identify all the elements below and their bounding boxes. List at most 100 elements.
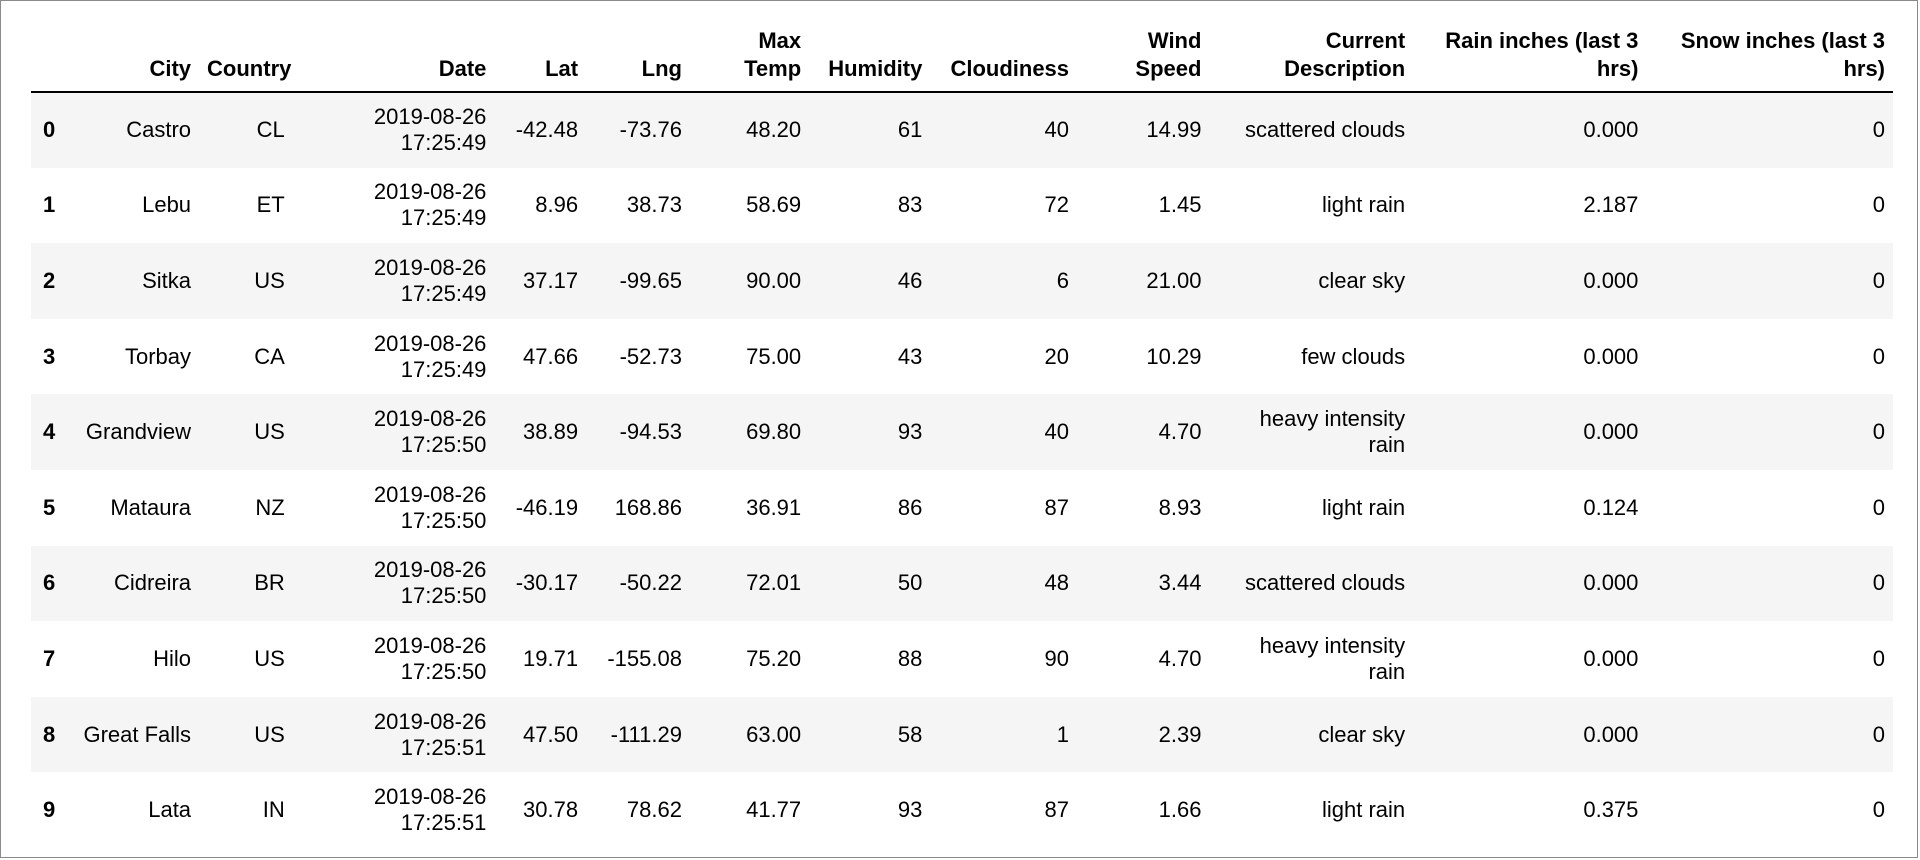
cell-city: Torbay xyxy=(125,343,192,369)
cell-current-description: light rain xyxy=(1322,192,1406,218)
cell-lat: 47.50 xyxy=(523,721,579,747)
cell-lng: -111.29 xyxy=(610,721,682,747)
table-row: 9 Lata IN 2019-08-26 17:25:51 30.78 78.62 41.7… xyxy=(31,772,1893,848)
cell-lat: -30.17 xyxy=(515,570,579,596)
cell-snow-inches: 0 xyxy=(1872,645,1885,671)
cell-cloudiness: 40 xyxy=(1044,419,1070,445)
column-header-snow-inches: Snow inches (last 3 hrs) xyxy=(1646,23,1893,93)
cell-current-description: scattered clouds xyxy=(1244,570,1406,596)
cell-max-temp: 75.20 xyxy=(746,645,802,671)
cell-cloudiness: 87 xyxy=(1044,494,1070,520)
row-index: 1 xyxy=(43,192,56,218)
cell-rain-inches: 0.000 xyxy=(1583,117,1639,143)
row-index: 9 xyxy=(43,797,56,823)
cell-country: NZ xyxy=(255,494,285,520)
table-row: 0 Castro CL 2019-08-26 17:25:49 -42.48 -73.76… xyxy=(31,92,1893,168)
cell-country: BR xyxy=(254,570,285,596)
cell-city: Hilo xyxy=(153,645,192,671)
cell-max-temp: 36.91 xyxy=(746,494,802,520)
cell-country: US xyxy=(254,721,285,747)
cell-date: 2019-08-26 17:25:49 xyxy=(373,254,487,306)
cell-lng: 38.73 xyxy=(626,192,682,218)
cell-date: 2019-08-26 17:25:50 xyxy=(373,557,487,609)
row-index: 8 xyxy=(43,721,56,747)
table-body: 0 Castro CL 2019-08-26 17:25:49 -42.48 -73.76… xyxy=(31,92,1893,848)
cell-current-description: scattered clouds xyxy=(1244,117,1406,143)
cell-country: US xyxy=(254,419,285,445)
cell-cloudiness: 6 xyxy=(1056,267,1070,293)
cell-lng: 168.86 xyxy=(614,494,682,520)
cell-city: Sitka xyxy=(142,267,192,293)
cell-max-temp: 48.20 xyxy=(746,117,802,143)
cell-lat: -42.48 xyxy=(515,117,579,143)
cell-cloudiness: 48 xyxy=(1044,570,1070,596)
column-header-humidity: Humidity xyxy=(809,23,931,93)
cell-current-description: light rain xyxy=(1322,797,1406,823)
cell-cloudiness: 20 xyxy=(1044,343,1070,369)
cell-city: Lebu xyxy=(142,192,192,218)
column-header-country: Country xyxy=(199,23,293,93)
cell-city: Grandview xyxy=(85,419,192,445)
cell-date: 2019-08-26 17:25:50 xyxy=(373,406,487,458)
cell-rain-inches: 0.000 xyxy=(1583,267,1639,293)
table-row: 8 Great Falls US 2019-08-26 17:25:51 47.50 -1… xyxy=(31,696,1893,773)
cell-wind-speed: 3.44 xyxy=(1158,570,1202,596)
cell-cloudiness: 72 xyxy=(1044,192,1070,218)
cell-snow-inches: 0 xyxy=(1872,267,1885,293)
column-header-city: City xyxy=(71,23,200,93)
cell-lng: -50.22 xyxy=(619,570,682,596)
cell-city: Mataura xyxy=(110,494,192,520)
cell-humidity: 43 xyxy=(897,343,923,369)
cell-lng: -155.08 xyxy=(607,645,682,671)
cell-lat: 30.78 xyxy=(523,797,579,823)
cell-country: CL xyxy=(256,117,285,143)
cell-wind-speed: 8.93 xyxy=(1158,494,1202,520)
row-index: 7 xyxy=(43,645,56,671)
cell-current-description: heavy intensity rain xyxy=(1259,406,1406,458)
cell-rain-inches: 0.000 xyxy=(1583,721,1639,747)
cell-snow-inches: 0 xyxy=(1872,570,1885,596)
cell-rain-inches: 0.124 xyxy=(1583,494,1639,520)
cell-lat: -46.19 xyxy=(515,494,579,520)
cell-rain-inches: 0.000 xyxy=(1583,343,1639,369)
table-row: 5 Mataura NZ 2019-08-26 17:25:50 -46.19 168.8… xyxy=(31,469,1893,546)
cell-wind-speed: 1.45 xyxy=(1158,192,1202,218)
cell-max-temp: 69.80 xyxy=(746,419,802,445)
cell-wind-speed: 10.29 xyxy=(1146,343,1202,369)
cell-date: 2019-08-26 17:25:50 xyxy=(373,481,487,533)
cell-cloudiness: 90 xyxy=(1044,645,1070,671)
cell-country: US xyxy=(254,645,285,671)
cell-lng: -73.76 xyxy=(619,117,682,143)
cell-snow-inches: 0 xyxy=(1872,721,1885,747)
cell-lng: -94.53 xyxy=(619,419,682,445)
cell-humidity: 83 xyxy=(897,192,923,218)
column-header-max-temp: Max Temp xyxy=(689,23,810,93)
cell-cloudiness: 87 xyxy=(1044,797,1070,823)
table-header: City Country Date Lat Lng Max Temp Humid… xyxy=(31,23,1893,93)
cell-country: ET xyxy=(256,192,285,218)
row-index: 5 xyxy=(43,494,56,520)
cell-current-description: clear sky xyxy=(1318,267,1406,293)
column-header-lng: Lng xyxy=(586,23,690,93)
row-index: 3 xyxy=(43,343,56,369)
cell-rain-inches: 2.187 xyxy=(1583,192,1639,218)
cell-city: Lata xyxy=(148,797,192,823)
cell-max-temp: 58.69 xyxy=(746,192,802,218)
cell-lng: 78.62 xyxy=(626,797,682,823)
table-row: 1 Lebu ET 2019-08-26 17:25:49 8.96 38.73 58.69… xyxy=(31,167,1893,244)
cell-lng: -99.65 xyxy=(619,267,682,293)
cell-lat: 38.89 xyxy=(523,419,579,445)
cell-snow-inches: 0 xyxy=(1872,494,1885,520)
cell-lat: 19.71 xyxy=(523,645,579,671)
cell-wind-speed: 4.70 xyxy=(1158,419,1202,445)
column-header-wind-speed: Wind Speed xyxy=(1077,23,1210,93)
cell-max-temp: 90.00 xyxy=(746,267,802,293)
cell-lng: -52.73 xyxy=(619,343,682,369)
table-row: 3 Torbay CA 2019-08-26 17:25:49 47.66 -52.73 7… xyxy=(31,318,1893,395)
cell-max-temp: 72.01 xyxy=(746,570,802,596)
cell-cloudiness: 1 xyxy=(1056,721,1070,747)
cell-country: US xyxy=(254,267,285,293)
table-row: 6 Cidreira BR 2019-08-26 17:25:50 -30.17 -50.… xyxy=(31,545,1893,622)
cell-snow-inches: 0 xyxy=(1872,797,1885,823)
